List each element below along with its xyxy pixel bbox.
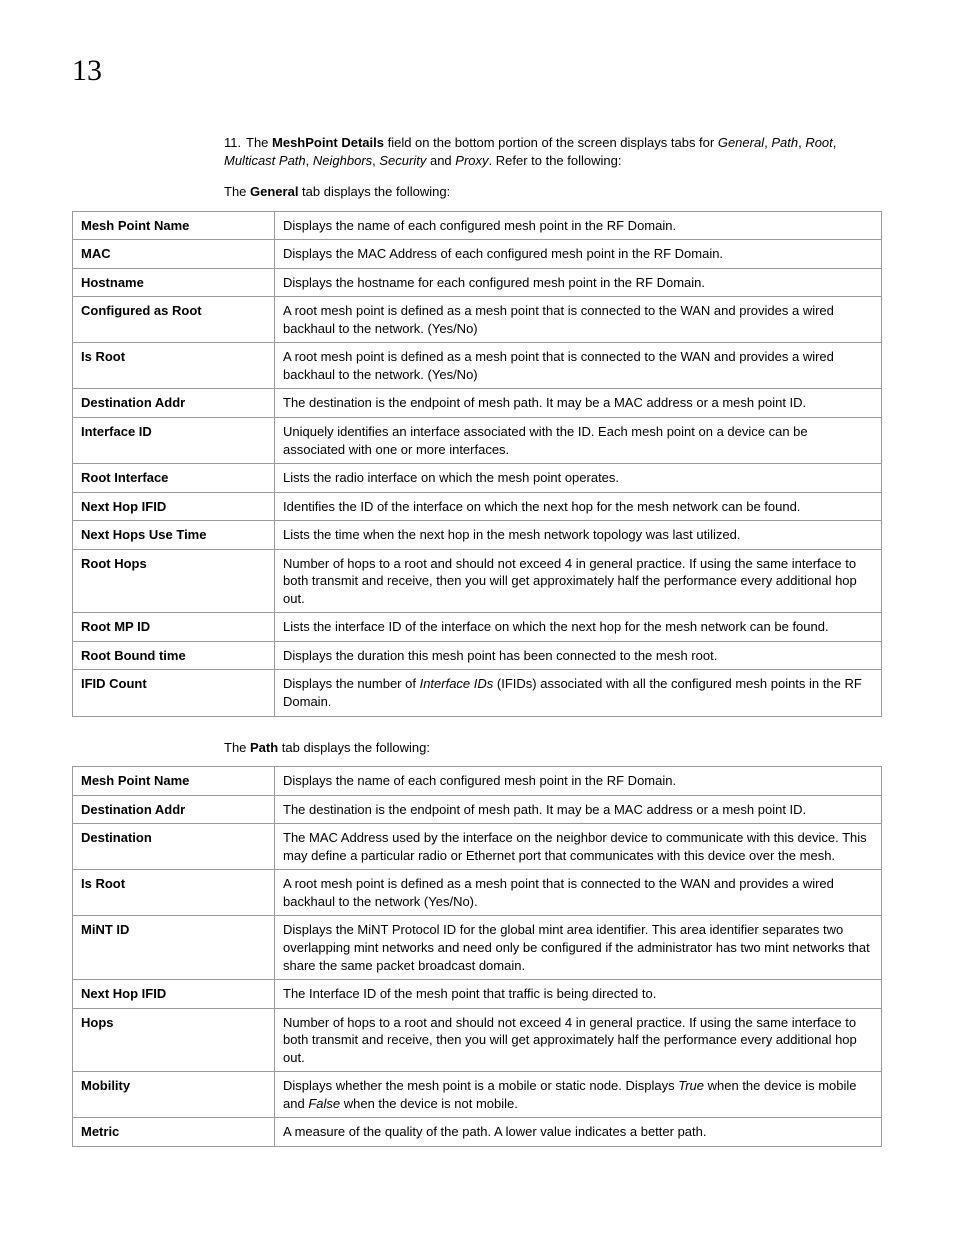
field-description: Displays the name of each configured mes…: [275, 767, 882, 796]
field-description: A root mesh point is defined as a mesh p…: [275, 297, 882, 343]
field-name: Metric: [73, 1118, 275, 1147]
field-description: Identifies the ID of the interface on wh…: [275, 492, 882, 521]
list-item-11: 11.The MeshPoint Details field on the bo…: [224, 134, 882, 169]
field-description: The Interface ID of the mesh point that …: [275, 980, 882, 1009]
field-description: The MAC Address used by the interface on…: [275, 824, 882, 870]
field-description: The destination is the endpoint of mesh …: [275, 389, 882, 418]
general-table-body: Mesh Point NameDisplays the name of each…: [73, 211, 882, 716]
field-name: Next Hop IFID: [73, 980, 275, 1009]
field-name: Is Root: [73, 870, 275, 916]
chapter-number: 13: [72, 54, 882, 88]
table-row: MACDisplays the MAC Address of each conf…: [73, 240, 882, 269]
general-intro: The General tab displays the following:: [224, 183, 882, 201]
field-name: Mobility: [73, 1072, 275, 1118]
table-row: MobilityDisplays whether the mesh point …: [73, 1072, 882, 1118]
table-row: Root Bound timeDisplays the duration thi…: [73, 641, 882, 670]
field-name: Hops: [73, 1008, 275, 1072]
table-row: Root MP IDLists the interface ID of the …: [73, 613, 882, 642]
table-row: Interface IDUniquely identifies an inter…: [73, 418, 882, 464]
table-row: Root HopsNumber of hops to a root and sh…: [73, 549, 882, 613]
field-description: Displays the MAC Address of each configu…: [275, 240, 882, 269]
table-row: HostnameDisplays the hostname for each c…: [73, 268, 882, 297]
field-description: Displays the number of Interface IDs (IF…: [275, 670, 882, 716]
table-row: Destination AddrThe destination is the e…: [73, 389, 882, 418]
field-description: Lists the radio interface on which the m…: [275, 464, 882, 493]
field-name: Root Bound time: [73, 641, 275, 670]
table-row: Next Hop IFIDIdentifies the ID of the in…: [73, 492, 882, 521]
table-row: Next Hop IFIDThe Interface ID of the mes…: [73, 980, 882, 1009]
field-name: Root Hops: [73, 549, 275, 613]
table-row: Configured as RootA root mesh point is d…: [73, 297, 882, 343]
field-description: Lists the time when the next hop in the …: [275, 521, 882, 550]
field-name: Interface ID: [73, 418, 275, 464]
page-container: 13 11.The MeshPoint Details field on the…: [0, 0, 954, 1229]
field-name: Next Hops Use Time: [73, 521, 275, 550]
table-row: DestinationThe MAC Address used by the i…: [73, 824, 882, 870]
field-description: Displays the duration this mesh point ha…: [275, 641, 882, 670]
path-intro: The Path tab displays the following:: [224, 739, 882, 757]
field-name: Hostname: [73, 268, 275, 297]
table-row: Mesh Point NameDisplays the name of each…: [73, 211, 882, 240]
field-description: A root mesh point is defined as a mesh p…: [275, 343, 882, 389]
field-name: Root MP ID: [73, 613, 275, 642]
field-description: Displays the name of each configured mes…: [275, 211, 882, 240]
field-name: IFID Count: [73, 670, 275, 716]
field-name: Mesh Point Name: [73, 211, 275, 240]
list-text: The MeshPoint Details field on the botto…: [224, 135, 836, 168]
path-table: Mesh Point NameDisplays the name of each…: [72, 766, 882, 1147]
field-description: Number of hops to a root and should not …: [275, 1008, 882, 1072]
table-row: Destination AddrThe destination is the e…: [73, 795, 882, 824]
field-name: MiNT ID: [73, 916, 275, 980]
list-number: 11.: [224, 134, 246, 152]
table-row: IFID CountDisplays the number of Interfa…: [73, 670, 882, 716]
table-row: Is RootA root mesh point is defined as a…: [73, 343, 882, 389]
field-description: A root mesh point is defined as a mesh p…: [275, 870, 882, 916]
field-description: Number of hops to a root and should not …: [275, 549, 882, 613]
field-description: A measure of the quality of the path. A …: [275, 1118, 882, 1147]
field-description: Displays whether the mesh point is a mob…: [275, 1072, 882, 1118]
table-row: MetricA measure of the quality of the pa…: [73, 1118, 882, 1147]
table-row: HopsNumber of hops to a root and should …: [73, 1008, 882, 1072]
field-name: Is Root: [73, 343, 275, 389]
field-description: Lists the interface ID of the interface …: [275, 613, 882, 642]
field-name: MAC: [73, 240, 275, 269]
field-description: Displays the hostname for each configure…: [275, 268, 882, 297]
table-row: Next Hops Use TimeLists the time when th…: [73, 521, 882, 550]
general-table: Mesh Point NameDisplays the name of each…: [72, 211, 882, 717]
field-name: Next Hop IFID: [73, 492, 275, 521]
table-row: MiNT IDDisplays the MiNT Protocol ID for…: [73, 916, 882, 980]
field-description: Uniquely identifies an interface associa…: [275, 418, 882, 464]
field-description: Displays the MiNT Protocol ID for the gl…: [275, 916, 882, 980]
field-name: Destination Addr: [73, 389, 275, 418]
field-name: Destination: [73, 824, 275, 870]
table-row: Is RootA root mesh point is defined as a…: [73, 870, 882, 916]
field-name: Destination Addr: [73, 795, 275, 824]
path-table-body: Mesh Point NameDisplays the name of each…: [73, 767, 882, 1147]
field-name: Configured as Root: [73, 297, 275, 343]
field-name: Root Interface: [73, 464, 275, 493]
field-name: Mesh Point Name: [73, 767, 275, 796]
field-description: The destination is the endpoint of mesh …: [275, 795, 882, 824]
table-row: Mesh Point NameDisplays the name of each…: [73, 767, 882, 796]
table-row: Root InterfaceLists the radio interface …: [73, 464, 882, 493]
